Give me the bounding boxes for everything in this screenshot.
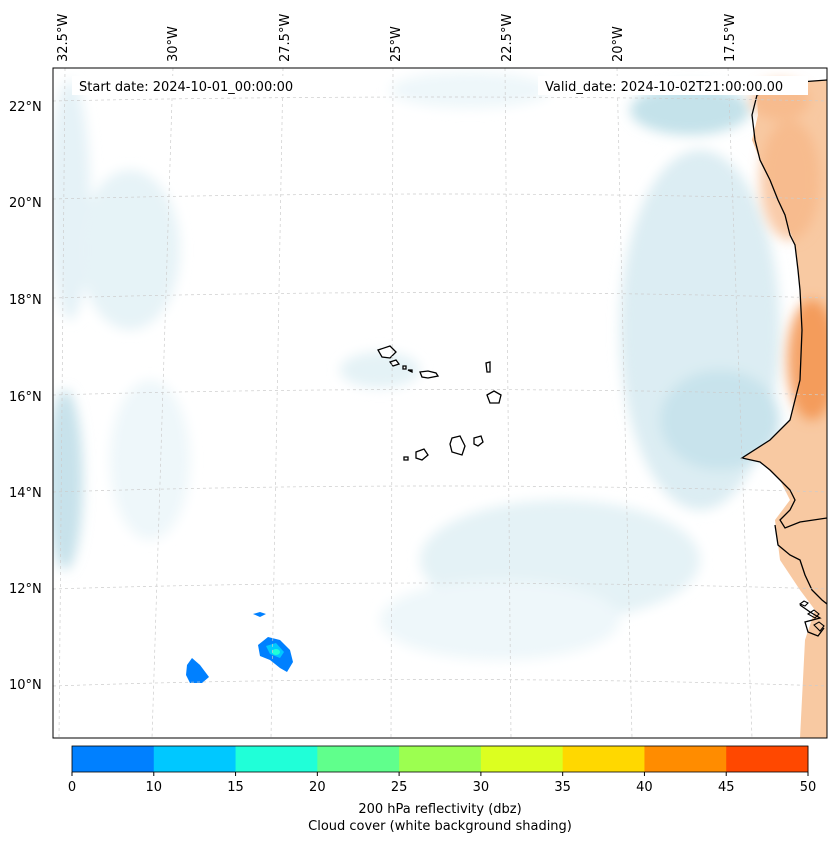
bijagos-islands bbox=[798, 600, 825, 632]
colorbar-tick-label: 35 bbox=[554, 780, 571, 795]
lon-label: 22.5°W bbox=[500, 14, 515, 62]
colorbar-tick-label: 0 bbox=[68, 780, 76, 795]
reflectivity-cell-west bbox=[186, 658, 209, 683]
colorbar-segment bbox=[317, 746, 400, 772]
reflectivity-cell-small bbox=[253, 612, 266, 617]
lat-label: 16°N bbox=[9, 390, 42, 405]
longitude-labels: 32.5°W 30°W 27.5°W 25°W 22.5°W 20°W 17.5… bbox=[56, 14, 738, 62]
colorbar-segment bbox=[562, 746, 645, 772]
cabo-verde-islands bbox=[377, 345, 502, 461]
lat-label: 12°N bbox=[9, 582, 42, 597]
colorbar-segment bbox=[480, 746, 564, 772]
colorbar-tick-label: 40 bbox=[636, 780, 653, 795]
start-date-box bbox=[72, 76, 312, 95]
lat-label: 18°N bbox=[9, 293, 42, 308]
valid-date-label: Valid_date: 2024-10-02T21:00:00.00 bbox=[545, 80, 783, 95]
lon-label: 30°W bbox=[166, 26, 181, 62]
graticule bbox=[53, 68, 827, 738]
colorbar-tick-label: 25 bbox=[391, 780, 408, 795]
cloud-cover-shading bbox=[53, 72, 780, 660]
colorbar-tick-label: 30 bbox=[473, 780, 490, 795]
colorbar-label-line1: 200 hPa reflectivity (dbz) bbox=[358, 802, 521, 817]
lon-label: 20°W bbox=[611, 26, 626, 62]
colorbar-segment bbox=[399, 746, 482, 772]
colorbar-segment bbox=[153, 746, 237, 772]
start-date-label: Start date: 2024-10-01_00:00:00 bbox=[79, 80, 293, 95]
colorbar-frame bbox=[71, 745, 809, 773]
colorbar-tick-label: 20 bbox=[309, 780, 326, 795]
map-content bbox=[53, 68, 827, 738]
lat-label: 22°N bbox=[9, 100, 42, 115]
colorbar-tick-label: 45 bbox=[718, 780, 735, 795]
colorbar-tick-label: 50 bbox=[800, 780, 817, 795]
valid-date-box bbox=[538, 76, 808, 95]
lat-label: 14°N bbox=[9, 486, 42, 501]
lat-label: 10°N bbox=[9, 678, 42, 693]
reflectivity-cells bbox=[186, 612, 293, 683]
colorbar-segment bbox=[726, 746, 809, 772]
lon-label: 25°W bbox=[389, 26, 404, 62]
colorbar-segment bbox=[644, 746, 727, 772]
colorbar-tick-label: 15 bbox=[227, 780, 244, 795]
lon-label: 27.5°W bbox=[278, 14, 293, 62]
map-frame bbox=[52, 67, 828, 739]
colorbar-label-line2: Cloud cover (white background shading) bbox=[308, 819, 572, 834]
west-africa-land bbox=[742, 80, 827, 738]
lat-label: 20°N bbox=[9, 196, 42, 211]
colorbar-segment bbox=[72, 746, 155, 772]
latitude-labels: 22°N 20°N 18°N 16°N 14°N 12°N 10°N bbox=[9, 100, 42, 693]
lon-label: 32.5°W bbox=[56, 14, 71, 62]
colorbar-segment bbox=[235, 746, 318, 772]
colorbar: 0 10 15 20 25 30 35 40 45 50 bbox=[68, 746, 816, 795]
colorbar-tick-label: 10 bbox=[146, 780, 163, 795]
lon-label: 17.5°W bbox=[723, 14, 738, 62]
